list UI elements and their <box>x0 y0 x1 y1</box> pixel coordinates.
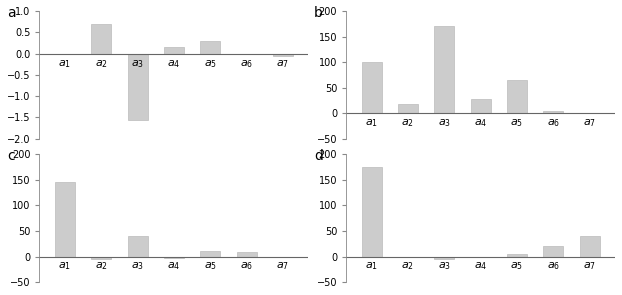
Bar <box>55 183 75 257</box>
Text: $a_5$: $a_5$ <box>203 58 217 70</box>
Text: $a_7$: $a_7$ <box>276 261 289 273</box>
Text: $a_4$: $a_4$ <box>167 261 180 273</box>
Text: $a_3$: $a_3$ <box>131 261 144 273</box>
Text: $a_5$: $a_5$ <box>511 117 524 129</box>
Text: $a_7$: $a_7$ <box>276 58 289 70</box>
Bar <box>507 80 527 113</box>
Text: c: c <box>7 149 15 163</box>
Text: b: b <box>314 6 323 20</box>
Text: d: d <box>314 149 323 163</box>
Bar <box>91 257 111 259</box>
Text: $a_5$: $a_5$ <box>203 261 217 273</box>
Text: $a_6$: $a_6$ <box>547 261 560 273</box>
Text: a: a <box>7 6 16 20</box>
Bar <box>128 54 147 119</box>
Text: $a_7$: $a_7$ <box>583 117 596 129</box>
Text: $a_4$: $a_4$ <box>474 117 487 129</box>
Bar <box>580 236 600 257</box>
Bar <box>543 111 564 113</box>
Bar <box>200 251 220 257</box>
Text: $a_1$: $a_1$ <box>58 261 72 273</box>
Text: $a_1$: $a_1$ <box>58 58 72 70</box>
Text: $a_2$: $a_2$ <box>401 261 414 273</box>
Bar <box>507 254 527 257</box>
Text: $a_2$: $a_2$ <box>95 58 108 70</box>
Bar <box>164 257 184 258</box>
Bar <box>128 236 147 257</box>
Text: $a_1$: $a_1$ <box>365 261 378 273</box>
Bar <box>434 26 454 113</box>
Bar <box>361 62 382 113</box>
Text: $a_3$: $a_3$ <box>438 261 451 273</box>
Text: $a_3$: $a_3$ <box>131 58 144 70</box>
Text: $a_3$: $a_3$ <box>438 117 451 129</box>
Text: $a_4$: $a_4$ <box>474 261 487 273</box>
Bar <box>273 54 293 56</box>
Bar <box>543 246 564 257</box>
Bar <box>236 253 256 257</box>
Bar <box>471 99 491 113</box>
Bar <box>434 257 454 259</box>
Text: $a_2$: $a_2$ <box>95 261 108 273</box>
Bar <box>200 41 220 54</box>
Bar <box>398 104 418 113</box>
Text: $a_4$: $a_4$ <box>167 58 180 70</box>
Text: $a_1$: $a_1$ <box>365 117 378 129</box>
Bar <box>164 47 184 54</box>
Bar <box>91 24 111 54</box>
Text: $a_2$: $a_2$ <box>401 117 414 129</box>
Text: $a_5$: $a_5$ <box>511 261 524 273</box>
Text: $a_7$: $a_7$ <box>583 261 596 273</box>
Bar <box>361 167 382 257</box>
Text: $a_6$: $a_6$ <box>547 117 560 129</box>
Text: $a_6$: $a_6$ <box>240 261 253 273</box>
Text: $a_6$: $a_6$ <box>240 58 253 70</box>
